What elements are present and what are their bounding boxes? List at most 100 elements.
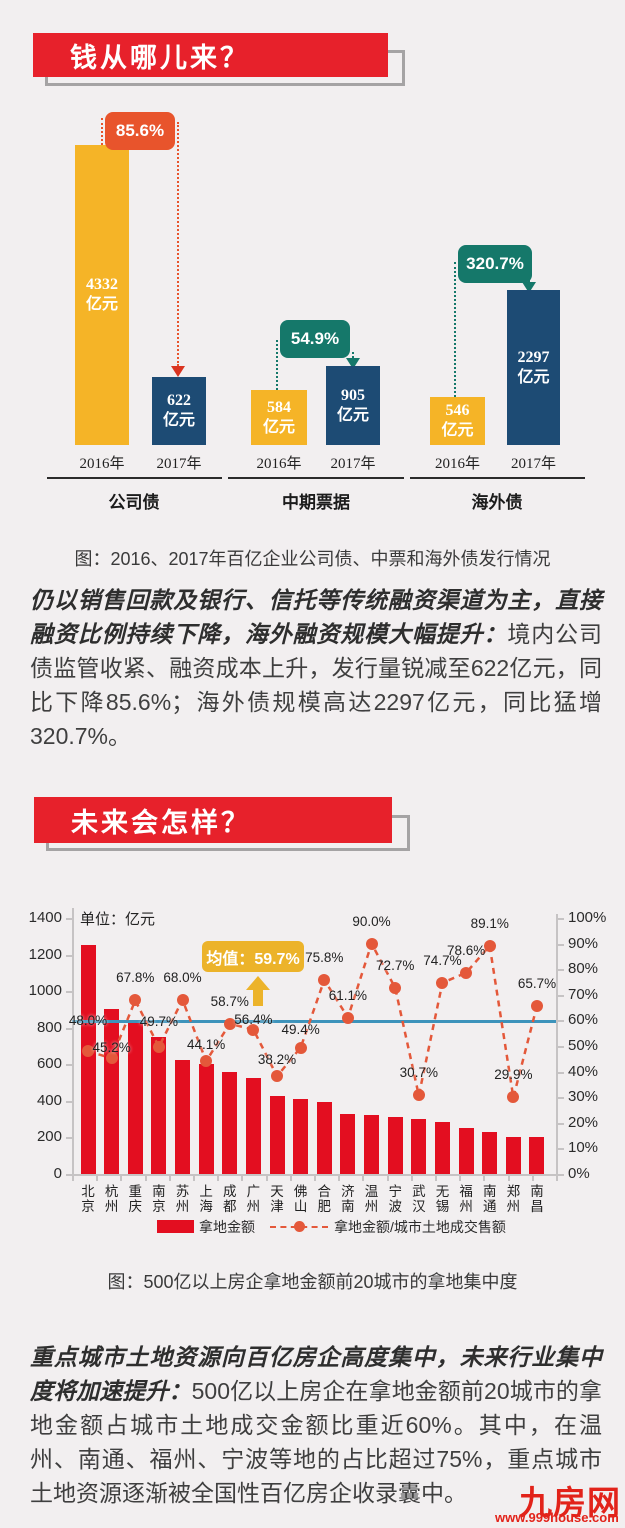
change-arrow-down-icon bbox=[522, 282, 536, 293]
chart2-bar-武汉 bbox=[411, 1119, 427, 1174]
banner1: 钱从哪儿来？ bbox=[33, 33, 388, 77]
x-axis-city-label: 武汉 bbox=[412, 1184, 426, 1214]
bar-value: 4332 bbox=[85, 276, 118, 293]
x-axis-tick bbox=[362, 1176, 365, 1181]
chart2-bar-宁波 bbox=[387, 1117, 403, 1174]
ratio-point-label: 68.0% bbox=[163, 969, 202, 985]
right-axis-line bbox=[556, 914, 558, 1175]
right-axis-tick-label: 60% bbox=[568, 1011, 599, 1029]
right-axis-tick bbox=[558, 1097, 564, 1100]
year-label: 2017年 bbox=[156, 456, 202, 472]
x-axis-city-label: 南昌 bbox=[530, 1184, 544, 1214]
ratio-point-label: 74.7% bbox=[423, 952, 462, 968]
bar-value: 905 bbox=[340, 386, 365, 404]
x-axis-tick bbox=[483, 1176, 486, 1181]
x-axis-city-label: 南京 bbox=[152, 1184, 166, 1214]
change-arrow-down-icon bbox=[346, 358, 360, 369]
chart2-bar-郑州 bbox=[505, 1136, 521, 1174]
ratio-point-label: 75.8% bbox=[305, 949, 344, 965]
paragraph-concentration: 重点城市土地资源向百亿房企高度集中，未来行业集中度将加速提升：500亿以上房企在… bbox=[30, 1340, 602, 1510]
ratio-point-无锡 bbox=[436, 976, 449, 989]
chart2-average-badge: 均值：59.7% bbox=[202, 941, 304, 972]
left-axis-tick bbox=[66, 991, 72, 994]
bar-unit: 亿元 bbox=[517, 368, 550, 386]
x-axis-tick bbox=[193, 1176, 195, 1181]
chart2-bar-苏州 bbox=[175, 1059, 191, 1174]
x-axis-tick bbox=[168, 1176, 171, 1181]
ratio-point-温州 bbox=[365, 937, 378, 950]
bar-value: 622 bbox=[166, 392, 191, 409]
chart2-bar-温州 bbox=[364, 1115, 380, 1174]
chart1-caption: 图：2016、2017年百亿企业公司债、中票和海外债发行情况 bbox=[74, 549, 551, 569]
ratio-point-label: 49.7% bbox=[139, 1013, 179, 1029]
ratio-point-南昌 bbox=[530, 999, 543, 1012]
paragraph-financing-emphasis: 仍以销售回款及银行、信托等传统融资渠道为主，直接融资比例持续下降，海外融资规模大… bbox=[30, 587, 602, 647]
ratio-point-北京 bbox=[82, 1045, 94, 1058]
right-axis-tick-label: 50% bbox=[568, 1037, 599, 1054]
group-label: 海外债 bbox=[471, 493, 523, 512]
legend-line-dot-icon bbox=[294, 1221, 305, 1232]
x-axis-tick bbox=[386, 1176, 389, 1181]
x-axis-tick bbox=[72, 1176, 74, 1181]
left-axis-tick-label: 1000 bbox=[28, 982, 62, 1000]
bar-value: 584 bbox=[266, 398, 291, 416]
ratio-point-label: 29.9% bbox=[494, 1067, 533, 1083]
chart1-bar-2016年: 584 亿元 bbox=[251, 390, 307, 445]
average-line bbox=[72, 1020, 556, 1024]
right-axis-tick bbox=[558, 918, 564, 920]
bar-value-label: 546 亿元 bbox=[441, 401, 473, 441]
legend-line-label: 拿地金额/城市土地成交售额 bbox=[334, 1219, 506, 1235]
ratio-point-武汉 bbox=[412, 1089, 425, 1102]
x-axis-city-label: 苏州 bbox=[175, 1184, 190, 1214]
ratio-point-济南 bbox=[341, 1011, 354, 1024]
change-connector-left bbox=[276, 340, 278, 390]
chart2-bar-天津 bbox=[269, 1096, 285, 1174]
right-axis-tick bbox=[558, 1174, 564, 1176]
group-separator bbox=[410, 477, 585, 479]
x-axis-city-label: 北京 bbox=[81, 1184, 95, 1214]
change-badge: 85.6% bbox=[105, 112, 175, 150]
chart2-bar-无锡 bbox=[434, 1121, 450, 1174]
group-label: 公司债 bbox=[108, 493, 160, 512]
left-axis-tick-label: 800 bbox=[36, 1018, 62, 1036]
right-axis-tick-label: 40% bbox=[568, 1062, 599, 1080]
left-axis-tick bbox=[66, 1064, 72, 1067]
legend-bar-swatch bbox=[157, 1220, 194, 1233]
x-axis-city-label: 宁波 bbox=[388, 1184, 402, 1214]
right-axis-tick bbox=[558, 1122, 564, 1125]
chart2-bar-南通 bbox=[482, 1131, 498, 1174]
ratio-point-label: 72.7% bbox=[376, 957, 415, 973]
chart1-bar-2016年: 546 亿元 bbox=[430, 397, 485, 445]
x-axis-tick bbox=[96, 1176, 99, 1181]
paragraph-concentration-emphasis: 重点城市土地资源向百亿房企高度集中，未来行业集中度将加速提升： bbox=[30, 1344, 602, 1404]
right-axis-tick-label: 0% bbox=[568, 1165, 590, 1182]
x-axis-tick bbox=[144, 1176, 147, 1181]
x-axis-line bbox=[72, 1174, 558, 1176]
ratio-point-label: 78.6% bbox=[446, 942, 486, 958]
average-up-arrow-icon bbox=[246, 976, 270, 990]
ratio-point-label: 56.4% bbox=[234, 1011, 273, 1027]
left-axis-tick bbox=[66, 954, 72, 957]
chart2-bar-上海 bbox=[198, 1064, 214, 1174]
legend-bar-label: 拿地金额 bbox=[199, 1219, 255, 1235]
ratio-point-苏州 bbox=[176, 993, 189, 1006]
ratio-point-宁波 bbox=[389, 981, 402, 994]
chart1-bar-2016年: 4332 亿元 bbox=[75, 145, 129, 445]
section1-title: 钱从哪儿来？ bbox=[70, 42, 250, 73]
left-axis-tick bbox=[66, 1137, 72, 1140]
ratio-point-天津 bbox=[271, 1070, 284, 1083]
chart2-caption: 图：500亿以上房企拿地金额前20城市的拿地集中度 bbox=[107, 1272, 518, 1292]
group-separator bbox=[228, 477, 404, 479]
ratio-point-label: 45.2% bbox=[92, 1040, 131, 1056]
group-separator bbox=[47, 477, 222, 479]
ratio-point-label: 38.2% bbox=[257, 1052, 297, 1068]
change-connector-left bbox=[101, 118, 103, 145]
bar-value-label: 584 亿元 bbox=[263, 398, 295, 438]
x-axis-city-label: 郑州 bbox=[506, 1184, 521, 1214]
paragraph-concentration-body: 500亿以上房企在拿地金额前20城市的拿地金额占城市土地成交金额比重近60%。其… bbox=[30, 1378, 602, 1506]
average-up-arrow-stem bbox=[253, 990, 263, 1006]
x-axis-tick bbox=[265, 1176, 268, 1181]
ratio-point-上海 bbox=[200, 1055, 213, 1068]
right-axis-tick-label: 90% bbox=[568, 934, 599, 952]
